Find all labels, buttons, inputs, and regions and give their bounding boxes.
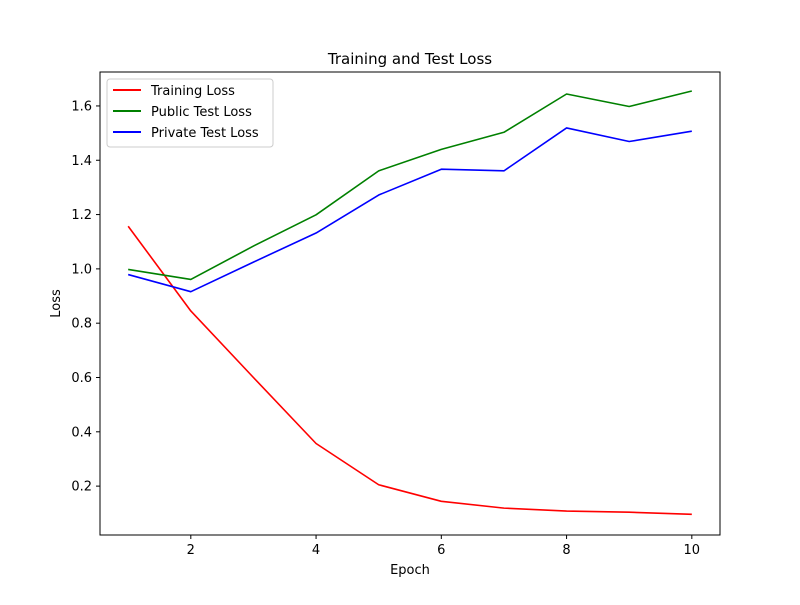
y-tick-label: 1.0 (71, 262, 92, 277)
legend-label-private-test-loss: Private Test Loss (151, 126, 259, 141)
series-line-public-test-loss (128, 90, 693, 281)
legend-box (106, 78, 274, 148)
x-tick-label: 8 (562, 543, 570, 558)
series-layer (127, 90, 693, 516)
x-tick-label: 2 (187, 543, 195, 558)
y-tick-label: 1.4 (71, 154, 92, 169)
legend: Training Loss Public Test Loss Private T… (106, 78, 274, 148)
y-axis-label: Loss (49, 289, 64, 318)
chart-title: Training and Test Loss (327, 50, 492, 68)
y-tick-label: 1.2 (71, 208, 92, 223)
x-axis-label: Epoch (390, 563, 430, 578)
y-tick-label: 0.8 (71, 317, 92, 332)
x-tick-label: 6 (437, 543, 445, 558)
y-tick-label: 0.4 (71, 425, 92, 440)
legend-label-public-test-loss: Public Test Loss (151, 105, 252, 120)
y-tick-label: 0.6 (71, 371, 92, 386)
x-tick-label: 10 (684, 543, 701, 558)
y-tick-label: 1.6 (71, 99, 92, 114)
legend-label-training-loss: Training Loss (150, 84, 235, 99)
series-line-training-loss (127, 225, 692, 516)
x-tick-label: 4 (312, 543, 320, 558)
y-tick-label: 0.2 (71, 480, 92, 495)
series-line-private-test-loss (127, 127, 692, 293)
ticks-layer: 2 4 6 8 10 0.2 0.4 0.6 0.8 1.0 1.2 1.4 1.6 (71, 99, 700, 558)
plot-frame (99, 71, 721, 536)
